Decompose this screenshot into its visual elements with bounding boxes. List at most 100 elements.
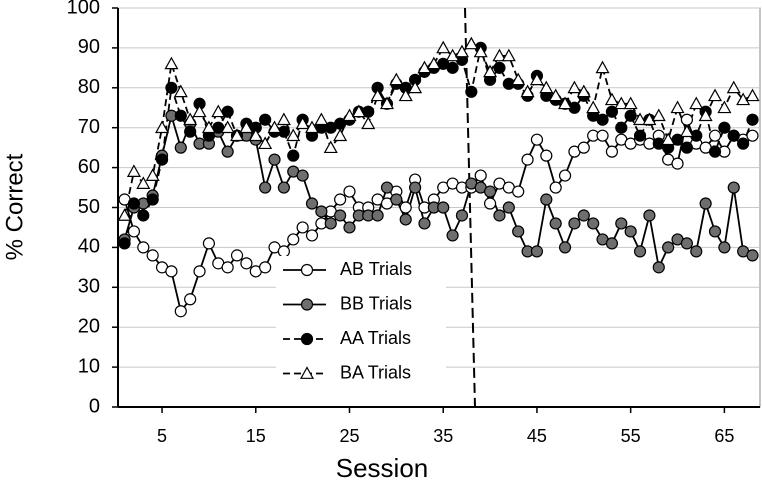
marker (718, 121, 731, 134)
marker (127, 197, 141, 210)
marker (361, 116, 376, 130)
marker (520, 84, 535, 98)
marker (145, 168, 160, 181)
y-axis-title: % Correct (1, 153, 28, 260)
x-axis-title: Session (336, 453, 429, 483)
marker (295, 116, 310, 130)
marker (746, 249, 759, 262)
x-tick-label: 5 (157, 426, 167, 446)
marker (277, 245, 290, 258)
marker (633, 245, 647, 258)
marker (679, 124, 694, 138)
marker (539, 80, 554, 94)
marker (577, 209, 590, 222)
marker (615, 217, 628, 230)
marker (690, 245, 703, 258)
marker (399, 201, 412, 214)
marker (670, 100, 685, 114)
marker (174, 305, 187, 318)
marker (501, 48, 516, 62)
x-tick-label: 55 (621, 426, 641, 446)
marker (305, 197, 319, 210)
x-tick-label: 45 (527, 426, 547, 446)
marker (529, 72, 544, 86)
marker (287, 233, 300, 246)
marker (343, 185, 356, 198)
marker (689, 96, 704, 110)
x-tick-label: 35 (433, 426, 453, 446)
marker (371, 209, 384, 222)
x-tick-label: 15 (246, 426, 266, 446)
marker (483, 185, 497, 198)
marker (512, 225, 525, 238)
marker (652, 261, 665, 274)
marker (258, 136, 273, 150)
y-tick-label: 0 (89, 395, 100, 417)
marker (259, 261, 272, 274)
marker (605, 145, 619, 158)
y-tick-label: 90 (78, 36, 100, 58)
marker (680, 141, 693, 154)
marker (165, 81, 178, 94)
y-tick-label: 20 (78, 315, 100, 337)
marker (409, 181, 422, 194)
marker (511, 72, 526, 86)
marker (277, 181, 290, 194)
marker (165, 265, 178, 278)
marker (661, 132, 676, 146)
marker (643, 209, 656, 222)
marker (398, 88, 413, 102)
marker (604, 92, 619, 106)
marker (136, 176, 151, 189)
legend-marker (300, 298, 314, 311)
marker (276, 112, 291, 126)
marker (465, 85, 478, 98)
marker (239, 120, 254, 134)
marker (737, 137, 750, 150)
y-tick-label: 10 (78, 355, 100, 377)
marker (380, 181, 394, 194)
marker (568, 217, 581, 230)
marker (173, 84, 188, 98)
marker (184, 125, 197, 138)
marker (286, 128, 301, 142)
marker (426, 56, 441, 70)
marker (587, 217, 600, 230)
y-tick-label: 40 (78, 236, 100, 258)
marker (707, 88, 723, 102)
marker (698, 108, 713, 122)
marker (379, 96, 395, 110)
marker (287, 149, 300, 162)
marker (118, 237, 131, 250)
marker (454, 44, 469, 58)
marker (726, 80, 741, 94)
marker (595, 60, 610, 74)
marker (446, 229, 459, 242)
marker (267, 120, 282, 134)
marker (342, 108, 357, 122)
marker (117, 208, 132, 221)
marker (334, 209, 347, 222)
marker (259, 113, 272, 126)
marker (558, 96, 573, 110)
marker (417, 60, 432, 74)
marker (586, 100, 601, 114)
marker (530, 133, 544, 146)
marker (343, 221, 356, 234)
marker (314, 112, 329, 126)
marker (221, 261, 234, 274)
marker (126, 164, 141, 177)
y-tick-label: 60 (78, 156, 100, 178)
marker (221, 145, 234, 158)
marker (192, 104, 207, 118)
marker (259, 181, 272, 194)
y-tick-label: 70 (78, 116, 100, 138)
marker (248, 128, 263, 142)
marker (548, 88, 563, 102)
marker (155, 153, 169, 166)
legend-label: AA Trials (340, 328, 411, 348)
marker (146, 249, 159, 262)
marker (615, 121, 628, 134)
marker (708, 129, 722, 142)
marker (717, 100, 732, 114)
